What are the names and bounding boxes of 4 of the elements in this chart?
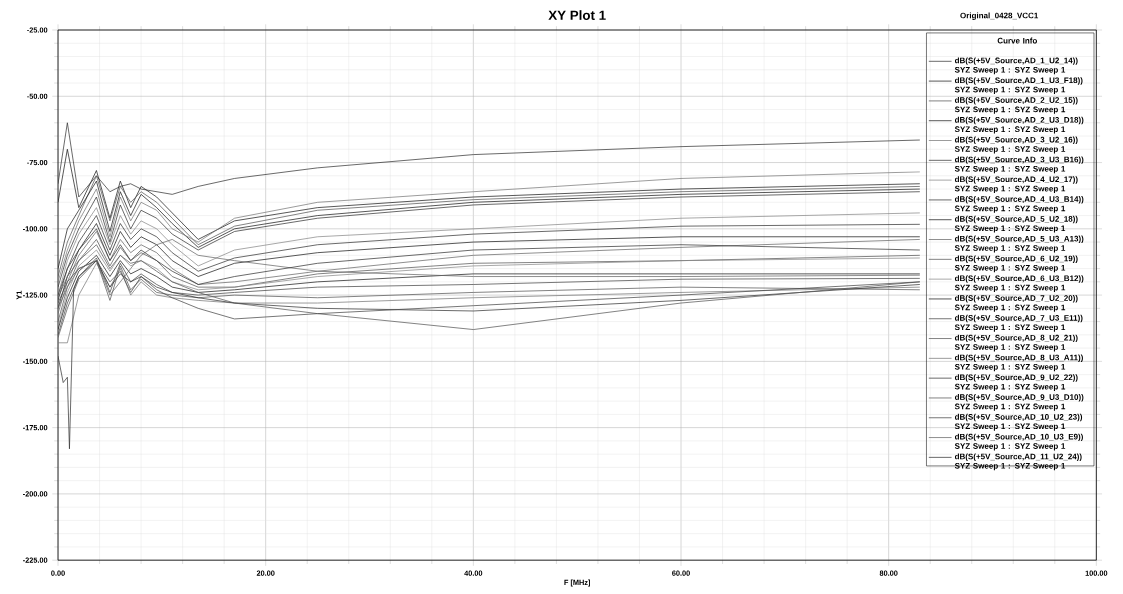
legend-label: dB(S(+5V_Source,AD_11_U2_24)) SYZ Sweep 1 : SYZ Sweep 1 — [954, 453, 1082, 471]
chart-title: XY Plot 1 — [548, 10, 606, 21]
legend-title: Curve Info — [997, 37, 1038, 44]
text: Original_0428_VCC1 — [960, 12, 1039, 21]
